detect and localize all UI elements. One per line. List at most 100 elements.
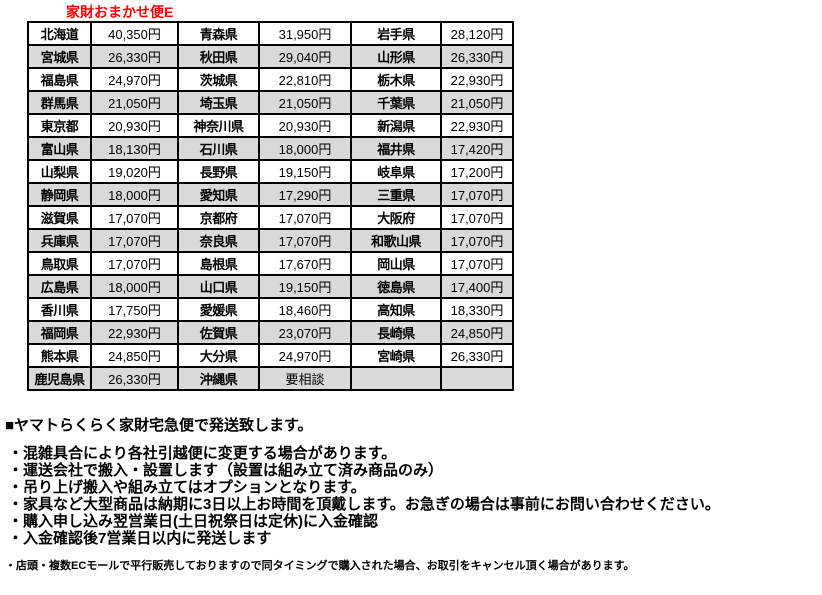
price-cell: 26,330円 xyxy=(440,343,514,368)
price-cell: 18,460円 xyxy=(258,297,352,322)
price-cell: 21,050円 xyxy=(258,90,352,115)
prefecture-cell: 島根県 xyxy=(177,251,260,276)
shipping-notes-footnote: ・店頭・複数ECモールで平行販売しておりますので同タイミングで購入された場合、お… xyxy=(5,560,635,572)
prefecture-cell: 山梨県 xyxy=(27,159,92,184)
prefecture-cell: 富山県 xyxy=(27,136,92,161)
table-row: 鹿児島県 26,330円 沖縄県 要相談 xyxy=(27,366,514,391)
prefecture-cell: 秋田県 xyxy=(177,44,260,69)
prefecture-cell: 三重県 xyxy=(350,182,442,207)
price-cell: 26,330円 xyxy=(90,366,179,391)
prefecture-cell: 奈良県 xyxy=(177,228,260,253)
note-bullet: ・吊り上げ搬入や組み立てはオプションとなります。 xyxy=(8,479,366,496)
prefecture-cell: 兵庫県 xyxy=(27,228,92,253)
price-cell: 31,950円 xyxy=(258,21,352,46)
price-cell: 17,750円 xyxy=(90,297,179,322)
table-row: 熊本県 24,850円 大分県 24,970円 宮崎県 26,330円 xyxy=(27,343,514,368)
price-cell: 24,970円 xyxy=(258,343,352,368)
price-cell: 17,070円 xyxy=(440,182,514,207)
prefecture-cell: 沖縄県 xyxy=(177,366,260,391)
prefecture-cell: 佐賀県 xyxy=(177,320,260,345)
price-cell: 22,810円 xyxy=(258,67,352,92)
table-row: 宮城県 26,330円 秋田県 29,040円 山形県 26,330円 xyxy=(27,44,514,69)
table-row: 北海道 40,350円 青森県 31,950円 岩手県 28,120円 xyxy=(27,21,514,46)
price-cell: 17,420円 xyxy=(440,136,514,161)
price-cell: 20,930円 xyxy=(90,113,179,138)
price-cell: 17,670円 xyxy=(258,251,352,276)
price-cell: 17,070円 xyxy=(258,205,352,230)
price-cell: 26,330円 xyxy=(90,44,179,69)
prefecture-cell: 大分県 xyxy=(177,343,260,368)
price-cell: 29,040円 xyxy=(258,44,352,69)
prefecture-cell: 新潟県 xyxy=(350,113,442,138)
prefecture-cell: 群馬県 xyxy=(27,90,92,115)
price-cell: 17,070円 xyxy=(90,251,179,276)
price-cell: 24,850円 xyxy=(440,320,514,345)
prefecture-cell: 大阪府 xyxy=(350,205,442,230)
note-bullet: ・混雑具合により各社引越便に変更する場合があります。 xyxy=(8,445,397,462)
price-cell: 24,850円 xyxy=(90,343,179,368)
note-bullet: ・家具など大型商品は納期に3日以上お時間を頂戴します。お急ぎの場合は事前にお問い… xyxy=(8,496,720,513)
price-cell: 40,350円 xyxy=(90,21,179,46)
prefecture-cell: 青森県 xyxy=(177,21,260,46)
prefecture-cell: 北海道 xyxy=(27,21,92,46)
price-cell: 23,070円 xyxy=(258,320,352,345)
prefecture-cell: 宮城県 xyxy=(27,44,92,69)
prefecture-cell: 広島県 xyxy=(27,274,92,299)
price-cell: 18,000円 xyxy=(90,182,179,207)
price-cell xyxy=(440,366,514,391)
price-cell: 17,070円 xyxy=(440,228,514,253)
prefecture-cell: 高知県 xyxy=(350,297,442,322)
note-bullet: ・入金確認後7営業日以内に発送します xyxy=(8,530,272,547)
prefecture-cell: 岐阜県 xyxy=(350,159,442,184)
prefecture-cell: 神奈川県 xyxy=(177,113,260,138)
page-title: 家財おまかせ便E xyxy=(66,4,174,20)
price-cell: 19,150円 xyxy=(258,159,352,184)
prefecture-cell: 長野県 xyxy=(177,159,260,184)
table-row: 鳥取県 17,070円 島根県 17,670円 岡山県 17,070円 xyxy=(27,251,514,276)
prefecture-cell: 京都府 xyxy=(177,205,260,230)
table-row: 静岡県 18,000円 愛知県 17,290円 三重県 17,070円 xyxy=(27,182,514,207)
prefecture-cell: 福島県 xyxy=(27,67,92,92)
prefecture-cell: 静岡県 xyxy=(27,182,92,207)
price-cell: 24,970円 xyxy=(90,67,179,92)
price-cell: 17,070円 xyxy=(90,228,179,253)
price-cell: 19,020円 xyxy=(90,159,179,184)
prefecture-cell: 岩手県 xyxy=(350,21,442,46)
prefecture-cell: 埼玉県 xyxy=(177,90,260,115)
prefecture-cell: 福岡県 xyxy=(27,320,92,345)
price-cell: 17,290円 xyxy=(258,182,352,207)
price-cell: 26,330円 xyxy=(440,44,514,69)
prefecture-cell: 長崎県 xyxy=(350,320,442,345)
prefecture-cell: 滋賀県 xyxy=(27,205,92,230)
table-row: 滋賀県 17,070円 京都府 17,070円 大阪府 17,070円 xyxy=(27,205,514,230)
price-cell: 22,930円 xyxy=(90,320,179,345)
prefecture-cell: 東京都 xyxy=(27,113,92,138)
note-bullet: ・運送会社で搬入・設置します（設置は組み立て済み商品のみ） xyxy=(8,462,444,479)
prefecture-cell: 香川県 xyxy=(27,297,92,322)
prefecture-cell: 鹿児島県 xyxy=(27,366,92,391)
prefecture-cell: 茨城県 xyxy=(177,67,260,92)
table-row: 富山県 18,130円 石川県 18,000円 福井県 17,420円 xyxy=(27,136,514,161)
table-row: 広島県 18,000円 山口県 19,150円 徳島県 17,400円 xyxy=(27,274,514,299)
prefecture-cell: 千葉県 xyxy=(350,90,442,115)
prefecture-cell xyxy=(350,366,442,391)
prefecture-cell: 石川県 xyxy=(177,136,260,161)
prefecture-cell: 徳島県 xyxy=(350,274,442,299)
prefecture-cell: 愛媛県 xyxy=(177,297,260,322)
prefecture-cell: 熊本県 xyxy=(27,343,92,368)
price-cell: 17,070円 xyxy=(440,251,514,276)
price-cell: 20,930円 xyxy=(258,113,352,138)
note-bullet: ・購入申し込み翌営業日(土日祝祭日は定休)に入金確認 xyxy=(8,513,378,530)
price-cell: 18,000円 xyxy=(90,274,179,299)
price-cell: 17,070円 xyxy=(258,228,352,253)
shipping-fee-table: 北海道 40,350円 青森県 31,950円 岩手県 28,120円 宮城県 26,330円… xyxy=(27,21,514,391)
price-cell: 18,000円 xyxy=(258,136,352,161)
table-row: 福岡県 22,930円 佐賀県 23,070円 長崎県 24,850円 xyxy=(27,320,514,345)
prefecture-cell: 山口県 xyxy=(177,274,260,299)
table-row: 山梨県 19,020円 長野県 19,150円 岐阜県 17,200円 xyxy=(27,159,514,184)
price-cell: 28,120円 xyxy=(440,21,514,46)
price-cell: 19,150円 xyxy=(258,274,352,299)
price-cell: 17,400円 xyxy=(440,274,514,299)
prefecture-cell: 栃木県 xyxy=(350,67,442,92)
